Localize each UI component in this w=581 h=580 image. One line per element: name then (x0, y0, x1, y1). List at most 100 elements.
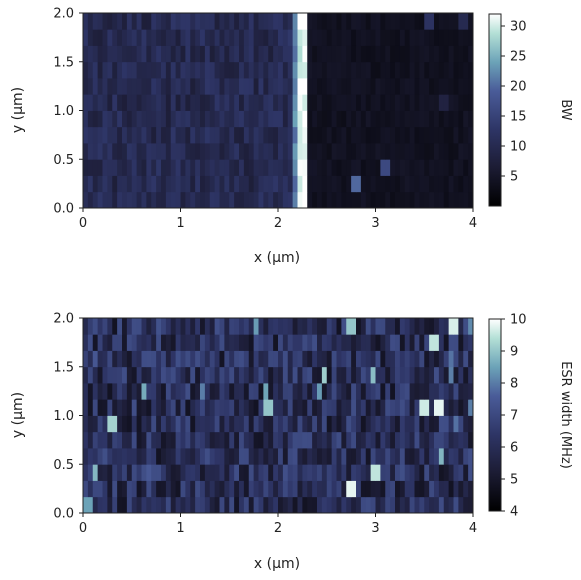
heatmap-cell (122, 159, 128, 176)
heatmap-cell (180, 94, 186, 111)
heatmap-cell (258, 334, 264, 351)
heatmap-cell (468, 110, 474, 128)
heatmap-cell (268, 159, 274, 176)
heatmap-cell (292, 366, 298, 384)
heatmap-cell (180, 383, 186, 400)
heatmap-cell (414, 94, 420, 111)
heatmap-cell (248, 126, 255, 144)
heatmap-cell (326, 334, 333, 351)
heatmap-cell (131, 464, 138, 481)
heatmap-cell (258, 415, 264, 433)
heatmap-cell (107, 334, 113, 351)
heatmap-cell (229, 334, 235, 351)
heatmap-cell (122, 431, 128, 449)
heatmap-cell (326, 159, 333, 176)
heatmap-cell (97, 61, 103, 79)
heatmap-cell (404, 350, 411, 368)
heatmap-cell (404, 334, 411, 351)
heatmap-cell (287, 350, 294, 368)
heatmap-cell (83, 110, 89, 128)
heatmap-cell (170, 480, 177, 498)
heatmap-cell (229, 431, 235, 449)
heatmap-cell (141, 45, 147, 63)
heatmap-cell (351, 94, 357, 111)
heatmap-cell (146, 143, 152, 160)
heatmap-cell (404, 159, 411, 176)
heatmap-cell (380, 366, 386, 384)
heatmap-cell (404, 191, 411, 209)
heatmap-cell (385, 366, 391, 384)
heatmap-cell (200, 318, 206, 335)
heatmap-cell (321, 29, 328, 46)
heatmap-cell (224, 13, 230, 30)
heatmap-cell (331, 366, 337, 384)
heatmap-cell (224, 318, 230, 335)
heatmap-cell (424, 480, 430, 498)
heatmap-cell (239, 366, 245, 384)
heatmap-cell (224, 464, 230, 481)
heatmap-cell (287, 366, 294, 384)
heatmap-cell (234, 159, 240, 176)
heatmap-cell (200, 78, 206, 95)
heatmap-cell (234, 350, 240, 368)
heatmap-cell (209, 399, 216, 416)
heatmap-cell (292, 383, 298, 400)
heatmap-cell (107, 110, 113, 128)
heatmap-cell (239, 126, 245, 144)
heatmap-cell (214, 94, 220, 111)
heatmap-cell (239, 350, 245, 368)
heatmap-cell (117, 94, 123, 111)
heatmap-cell (243, 431, 250, 449)
heatmap-cell (317, 399, 323, 416)
heatmap-cell (351, 45, 357, 63)
heatmap-cell (297, 334, 303, 351)
heatmap-cell (404, 78, 411, 95)
x-tick-label: 4 (469, 521, 477, 536)
heatmap-cell (385, 175, 391, 193)
heatmap-cell (321, 415, 328, 433)
heatmap-cell (331, 78, 337, 95)
heatmap-cell (136, 94, 142, 111)
heatmap-cell (302, 94, 308, 111)
heatmap-cell (195, 126, 201, 144)
heatmap-cell (297, 480, 303, 498)
heatmap-cell (302, 448, 308, 465)
heatmap-cell (112, 159, 118, 176)
heatmap-cell (200, 110, 206, 128)
heatmap-cell (92, 350, 99, 368)
heatmap-cell (190, 175, 196, 193)
heatmap-cell (161, 464, 167, 481)
heatmap-cell (448, 143, 454, 160)
heatmap-cell (170, 334, 177, 351)
heatmap-cell (434, 431, 440, 449)
heatmap-cell (331, 318, 337, 335)
heatmap-cell (141, 383, 147, 400)
heatmap-cell (317, 29, 323, 46)
heatmap-cell (419, 334, 425, 351)
heatmap-cell (87, 350, 94, 368)
heatmap-cell (331, 496, 337, 514)
heatmap-cell (161, 350, 167, 368)
heatmap-cell (131, 61, 138, 79)
heatmap-cell (390, 334, 396, 351)
heatmap-cell (278, 399, 284, 416)
heatmap-cell (204, 350, 211, 368)
heatmap-cell (321, 94, 328, 111)
heatmap-cell (390, 94, 396, 111)
heatmap-cell (165, 126, 172, 144)
heatmap-cell (258, 350, 264, 368)
heatmap-cell (380, 175, 386, 193)
heatmap-cell (234, 431, 240, 449)
heatmap-cell (126, 448, 133, 465)
heatmap-cell (151, 175, 157, 193)
heatmap-cell (409, 126, 415, 144)
heatmap-cell (458, 383, 464, 400)
heatmap-cell (434, 350, 440, 368)
heatmap-cell (97, 366, 103, 384)
heatmap-cell (385, 13, 391, 30)
heatmap-cell (395, 464, 401, 481)
heatmap-cell (463, 159, 469, 176)
heatmap-cell (219, 13, 225, 30)
heatmap-cell (219, 415, 225, 433)
heatmap-cell (102, 110, 108, 128)
